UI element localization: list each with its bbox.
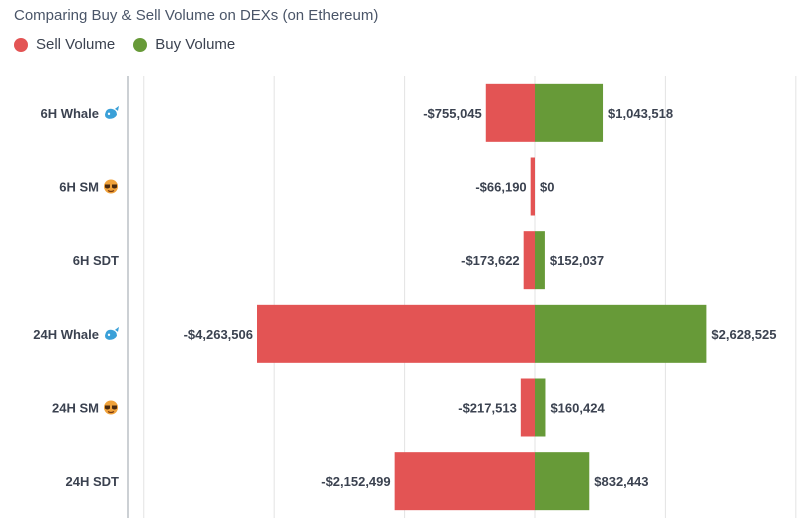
buy-bar: [535, 378, 546, 437]
sell-bar: [520, 378, 535, 437]
buy-value-label: $152,037: [550, 253, 604, 268]
category-label: 24H Whale: [33, 327, 99, 342]
sell-bar: [485, 83, 535, 142]
buy-bar: [535, 452, 590, 511]
sell-legend-dot: [14, 37, 28, 52]
category-label: 6H SM: [59, 180, 99, 195]
category-label: 6H SDT: [73, 253, 119, 268]
sell-legend-label: Sell Volume: [36, 36, 116, 53]
sell-bar: [257, 304, 535, 363]
buy-legend-dot: [133, 37, 148, 52]
buy-value-label: $2,628,525: [711, 327, 776, 342]
category-label: 24H SDT: [66, 474, 120, 489]
buy-bar: [535, 231, 545, 290]
legend-item-buy[interactable]: Buy Volume: [133, 36, 235, 53]
sell-value-label: -$4,263,506: [184, 327, 253, 342]
category-label: 6H Whale: [40, 106, 99, 121]
sell-bar: [530, 157, 535, 216]
buy-value-label: $0: [540, 180, 554, 195]
sell-value-label: -$755,045: [423, 106, 482, 121]
whale-emoji-icon: [105, 326, 119, 340]
buy-value-label: $160,424: [550, 401, 605, 416]
buy-value-label: $1,043,518: [608, 106, 673, 121]
sell-bar: [394, 452, 535, 511]
sell-value-label: -$2,152,499: [321, 474, 390, 489]
buy-bar: [535, 83, 604, 142]
legend: Sell Volume Buy Volume: [14, 36, 235, 53]
chart-title: Comparing Buy & Sell Volume on DEXs (on …: [14, 7, 379, 24]
sell-value-label: -$217,513: [458, 401, 517, 416]
sell-value-label: -$173,622: [461, 253, 520, 268]
legend-item-sell[interactable]: Sell Volume: [14, 36, 115, 53]
sunglasses-emoji-icon: [104, 179, 118, 194]
buy-legend-label: Buy Volume: [155, 36, 236, 53]
sell-value-label: -$66,190: [475, 180, 526, 195]
buy-value-label: $832,443: [594, 474, 648, 489]
category-label: 24H SM: [52, 401, 99, 416]
sell-bar: [523, 231, 535, 290]
sunglasses-emoji-icon: [104, 400, 118, 415]
buy-bar: [535, 304, 707, 363]
whale-emoji-icon: [105, 105, 119, 119]
